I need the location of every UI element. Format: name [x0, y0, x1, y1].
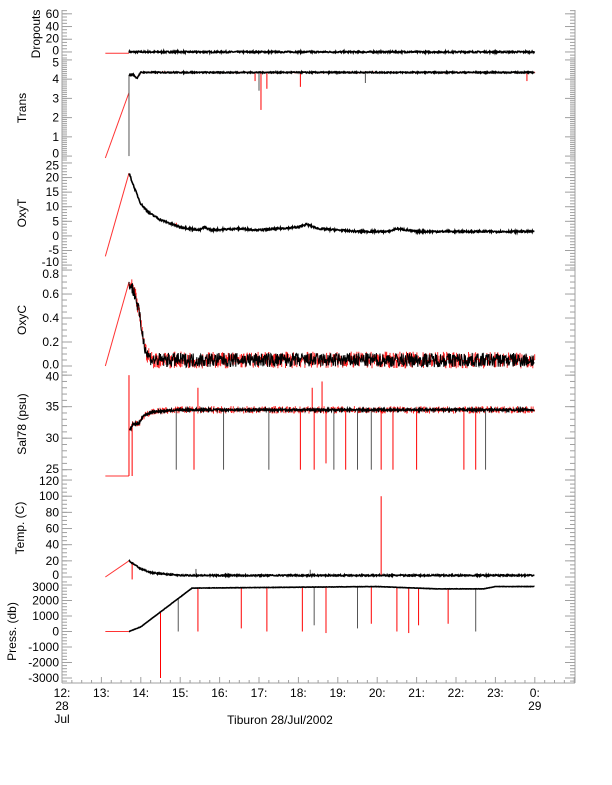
x-tick-label: 28 — [55, 699, 69, 713]
y-axis-label: Dropouts — [29, 10, 43, 59]
y-axis-label: Sal78 (psu) — [15, 393, 29, 454]
x-tick-label: 29 — [528, 699, 542, 713]
y-tick-label: 0.8 — [42, 267, 59, 281]
x-tick-label: 18: — [290, 686, 307, 700]
good-series-line — [128, 281, 535, 369]
y-tick-label: 5 — [52, 55, 59, 69]
y-tick-label: -1000 — [28, 640, 59, 654]
y-tick-label: 60 — [46, 7, 60, 21]
y-tick-label: 0.4 — [42, 311, 59, 325]
y-tick-label: 10 — [46, 200, 60, 214]
y-tick-label: 0.6 — [42, 287, 59, 301]
x-tick-label: 12: — [54, 686, 71, 700]
y-tick-label: 40 — [46, 538, 60, 552]
y-tick-label: 25 — [46, 159, 60, 173]
good-series-line — [129, 405, 535, 432]
y-tick-label: 0 — [52, 625, 59, 639]
y-axis-label: OxyT — [15, 198, 29, 227]
flagged-series-noise — [128, 279, 536, 369]
y-tick-label: 120 — [39, 474, 59, 488]
y-tick-label: 60 — [46, 522, 60, 536]
x-tick-label: 21: — [408, 686, 425, 700]
flagged-series-line — [105, 560, 130, 578]
y-tick-label: 1 — [52, 130, 59, 144]
y-axis-label: OxyC — [15, 305, 29, 335]
y-tick-label: 0.2 — [42, 335, 59, 349]
y-tick-label: 80 — [46, 505, 60, 519]
y-tick-label: 20 — [46, 554, 60, 568]
x-tick-label: 16: — [211, 686, 228, 700]
good-series-line — [128, 69, 535, 80]
y-tick-label: 100 — [39, 489, 59, 503]
y-tick-label: 2 — [52, 111, 59, 125]
y-tick-label: 1000 — [32, 609, 59, 623]
y-tick-label: -3000 — [28, 671, 59, 685]
y-tick-label: 0 — [52, 568, 59, 582]
x-tick-label: 17: — [251, 686, 268, 700]
y-tick-label: 2000 — [32, 594, 59, 608]
x-axis-title: Tiburon 28/Jul/2002 — [227, 713, 333, 727]
flagged-series-line — [104, 173, 130, 257]
good-series-line — [128, 48, 536, 56]
y-tick-label: 0 — [52, 43, 59, 57]
x-tick-label: 13: — [93, 686, 110, 700]
y-tick-label: 3000 — [32, 580, 59, 594]
x-tick-label: 15: — [172, 686, 189, 700]
flagged-series-line — [104, 281, 130, 367]
y-axis-label: Press. (db) — [5, 602, 19, 661]
y-tick-label: 0.0 — [42, 358, 59, 372]
good-series-line — [128, 173, 535, 236]
y-tick-label: -5 — [48, 243, 59, 257]
x-tick-label: 22: — [448, 686, 465, 700]
x-tick-label: 0: — [530, 686, 540, 700]
y-tick-label: -10 — [42, 255, 60, 269]
y-tick-label: 25 — [46, 462, 60, 476]
y-axis-label: Trans — [15, 93, 29, 123]
y-tick-label: 20 — [46, 171, 60, 185]
y-tick-label: 15 — [46, 185, 60, 199]
y-tick-label: -2000 — [28, 656, 59, 670]
y-tick-label: 5 — [52, 214, 59, 228]
x-tick-label: 19: — [329, 686, 346, 700]
x-tick-label: 20: — [369, 686, 386, 700]
y-tick-label: 40 — [46, 19, 60, 33]
good-series-line — [128, 559, 535, 579]
y-tick-label: 4 — [52, 72, 59, 86]
y-tick-label: 0 — [52, 147, 59, 161]
y-tick-label: 40 — [46, 370, 60, 384]
y-tick-label: 20 — [46, 31, 60, 45]
y-tick-label: 30 — [46, 431, 60, 445]
good-series-line — [128, 585, 535, 633]
x-tick-label: 23: — [487, 686, 504, 700]
flagged-series-line — [104, 92, 130, 159]
y-tick-label: 3 — [52, 91, 59, 105]
x-tick-label: Jul — [54, 712, 69, 726]
y-tick-label: 35 — [46, 400, 60, 414]
x-tick-label: 14: — [132, 686, 149, 700]
y-tick-label: 0 — [52, 229, 59, 243]
y-axis-label: Temp. (C) — [13, 502, 27, 555]
